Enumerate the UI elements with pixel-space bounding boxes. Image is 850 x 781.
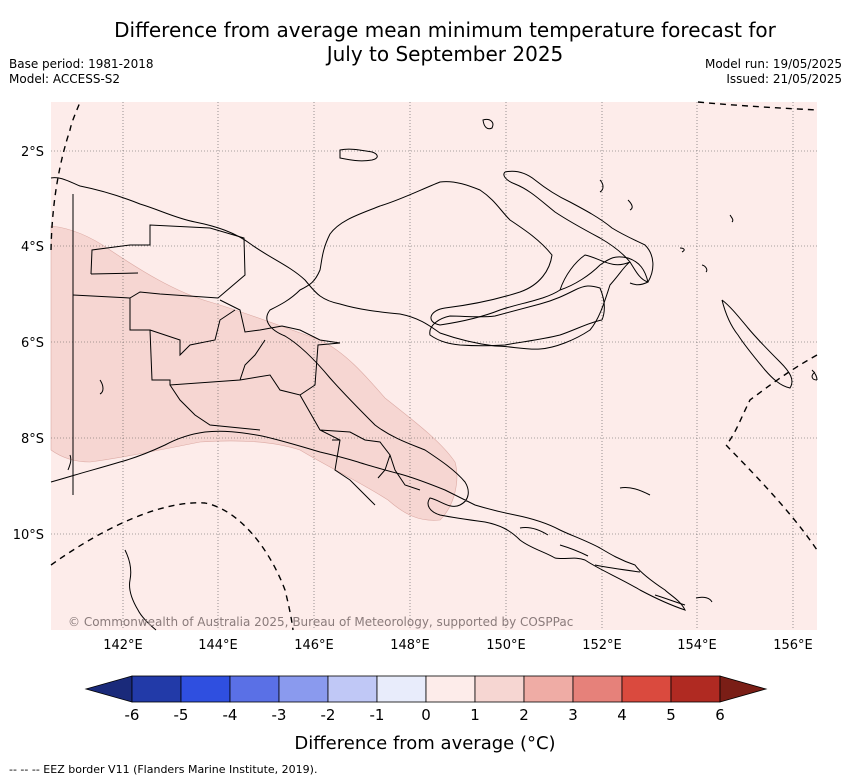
colorbar-segment — [327, 675, 378, 703]
eastern-islands — [519, 369, 818, 606]
title-line-2: July to September 2025 — [326, 42, 564, 66]
base-period: Base period: 1981-2018 — [9, 57, 154, 71]
anomaly-band-1-2 — [50, 225, 458, 521]
colorbar-segment — [621, 675, 672, 703]
eez-footnote: -- -- -- EEZ border V11 (Flanders Marine… — [9, 763, 318, 776]
model-run: Model run: 19/05/2025 — [704, 57, 842, 71]
cape-york-outline — [67, 379, 157, 631]
colorbar-tick-labels: -6 -5 -4 -3 -2 -1 0 1 2 3 4 5 6 — [125, 706, 725, 724]
colorbar-tick-label: -2 — [321, 706, 336, 724]
colorbar-segment — [278, 675, 329, 703]
colorbar-extend-high — [719, 675, 768, 703]
colorbar-segment — [670, 675, 721, 703]
latitude-label: 10°S — [13, 528, 44, 543]
colorbar-segment — [523, 675, 574, 703]
longitude-label: 150°E — [486, 638, 526, 653]
title-line-1: Difference from average mean minimum tem… — [114, 18, 776, 42]
map-title: Difference from average mean minimum tem… — [80, 18, 810, 66]
copyright-text: © Commonwealth of Australia 2025, Bureau… — [68, 615, 573, 629]
longitude-label: 142°E — [103, 638, 143, 653]
latitude-label: 6°S — [21, 336, 44, 351]
latitude-label: 8°S — [21, 432, 44, 447]
longitude-label: 144°E — [198, 638, 238, 653]
colorbar — [84, 675, 768, 703]
colorbar-tick-label: -1 — [370, 706, 385, 724]
colorbar-segment — [425, 675, 476, 703]
longitude-label: 152°E — [582, 638, 622, 653]
colorbar-tick-label: 4 — [617, 706, 627, 724]
latitude-label: 2°S — [21, 145, 44, 160]
colorbar-tick-label: 2 — [519, 706, 529, 724]
colorbar-tick-label: -4 — [223, 706, 238, 724]
colorbar-tick-label: 5 — [666, 706, 676, 724]
colorbar-tick-label: 1 — [470, 706, 480, 724]
colorbar-extend-low — [84, 675, 133, 703]
meta-right: Model run: 19/05/2025 Issued: 21/05/2025 — [705, 57, 842, 87]
colorbar-segment — [572, 675, 623, 703]
longitude-label: 148°E — [390, 638, 430, 653]
colorbar-tick-label: -5 — [174, 706, 189, 724]
new-britain-outline — [429, 256, 649, 347]
colorbar-tick-label: 6 — [715, 706, 725, 724]
longitude-labels: 142°E 144°E 146°E 148°E 150°E 152°E 154°E 156°E — [103, 638, 813, 653]
longitude-label: 156°E — [773, 638, 813, 653]
colorbar-title: Difference from average (°C) — [294, 733, 555, 754]
colorbar-segment — [474, 675, 525, 703]
longitude-label: 154°E — [677, 638, 717, 653]
northern-islands — [339, 119, 734, 273]
colorbar-tick-label: 0 — [421, 706, 431, 724]
colorbar-segment — [180, 675, 231, 703]
latitude-labels: 2°S 4°S 6°S 8°S 10°S — [13, 145, 44, 543]
colorbar-tick-label: 3 — [568, 706, 578, 724]
colorbar-tick-label: -6 — [125, 706, 140, 724]
new-guinea-outline — [50, 177, 686, 611]
meta-left: Base period: 1981-2018 Model: ACCESS-S2 — [9, 57, 154, 87]
new-ireland-outline — [503, 170, 654, 283]
model-name: Model: ACCESS-S2 — [9, 72, 121, 86]
bougainville-outline — [721, 299, 793, 389]
colorbar-segment — [376, 675, 427, 703]
colorbar-segment — [229, 675, 280, 703]
longitude-label: 146°E — [294, 638, 334, 653]
issued-date: Issued: 21/05/2025 — [726, 72, 842, 86]
province-boundaries — [72, 224, 421, 506]
latitude-label: 4°S — [21, 240, 44, 255]
colorbar-tick-label: -3 — [272, 706, 287, 724]
eez-borders — [50, 101, 818, 631]
colorbar-segment — [131, 675, 182, 703]
coastlines-and-borders — [50, 119, 818, 631]
